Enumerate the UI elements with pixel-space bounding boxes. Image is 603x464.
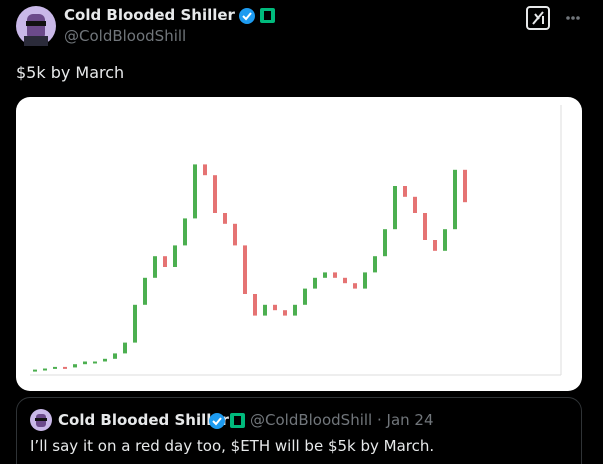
candle — [73, 364, 77, 368]
candle — [63, 366, 67, 369]
candle — [193, 164, 197, 219]
candle — [153, 256, 157, 278]
candle — [163, 256, 167, 267]
candle — [103, 358, 107, 362]
candle — [173, 245, 177, 267]
candle — [363, 272, 367, 289]
candle — [263, 304, 267, 316]
candle — [133, 304, 137, 343]
candle — [333, 272, 337, 278]
candle — [433, 240, 437, 251]
top-icons[interactable] — [526, 6, 586, 32]
candle — [383, 229, 387, 257]
candle — [413, 196, 417, 213]
candle — [403, 186, 407, 197]
candle — [393, 186, 397, 230]
author-name[interactable]: Cold Blooded Shiller — [64, 6, 235, 24]
candle — [293, 304, 297, 316]
candle — [33, 369, 37, 372]
quote-badges — [209, 413, 245, 429]
quote-handle-text: @ColdBloodShill — [250, 411, 373, 429]
quote-date: · Jan 24 — [377, 411, 434, 429]
avatar[interactable] — [16, 6, 56, 46]
quote-text: I’ll say it on a red day too, $ETH will … — [30, 437, 435, 455]
candle — [343, 277, 347, 284]
candle — [83, 361, 87, 365]
tweet-text: $5k by March — [16, 63, 125, 82]
quote-handle: @ColdBloodShill · Jan 24 — [250, 411, 434, 429]
badges — [239, 8, 275, 24]
candle — [223, 213, 227, 224]
author-handle[interactable]: @ColdBloodShill — [64, 27, 187, 45]
candle — [113, 353, 117, 359]
candle — [323, 272, 327, 278]
candle — [353, 283, 357, 289]
quote-avatar — [30, 409, 52, 431]
candle — [253, 294, 257, 316]
candle — [443, 229, 447, 251]
quote-author: Cold Blooded Shiller — [58, 411, 229, 429]
candle — [273, 304, 277, 311]
candle — [123, 342, 127, 354]
candle — [43, 368, 47, 371]
candle — [183, 218, 187, 246]
candle — [213, 175, 217, 213]
candle — [283, 310, 287, 316]
quote-box[interactable] — [16, 397, 582, 464]
candle — [143, 277, 147, 305]
candle — [373, 256, 377, 273]
candle — [303, 288, 307, 305]
candle — [203, 164, 207, 176]
candle — [313, 277, 317, 289]
chart-image[interactable] — [16, 97, 582, 391]
candle — [233, 223, 237, 246]
candle — [423, 213, 427, 240]
candle — [93, 361, 97, 364]
candle — [453, 169, 457, 230]
candle — [463, 169, 467, 203]
candle — [53, 366, 57, 369]
candle — [243, 245, 247, 294]
